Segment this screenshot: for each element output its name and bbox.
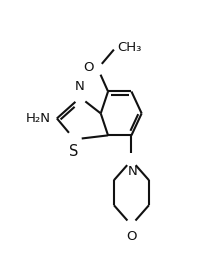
Text: CH₃: CH₃ <box>118 42 142 54</box>
Text: O: O <box>126 230 137 243</box>
Text: N: N <box>127 165 137 178</box>
Text: S: S <box>69 144 78 159</box>
Text: N: N <box>75 80 84 93</box>
Text: H₂N: H₂N <box>25 112 50 125</box>
Text: O: O <box>84 61 94 74</box>
